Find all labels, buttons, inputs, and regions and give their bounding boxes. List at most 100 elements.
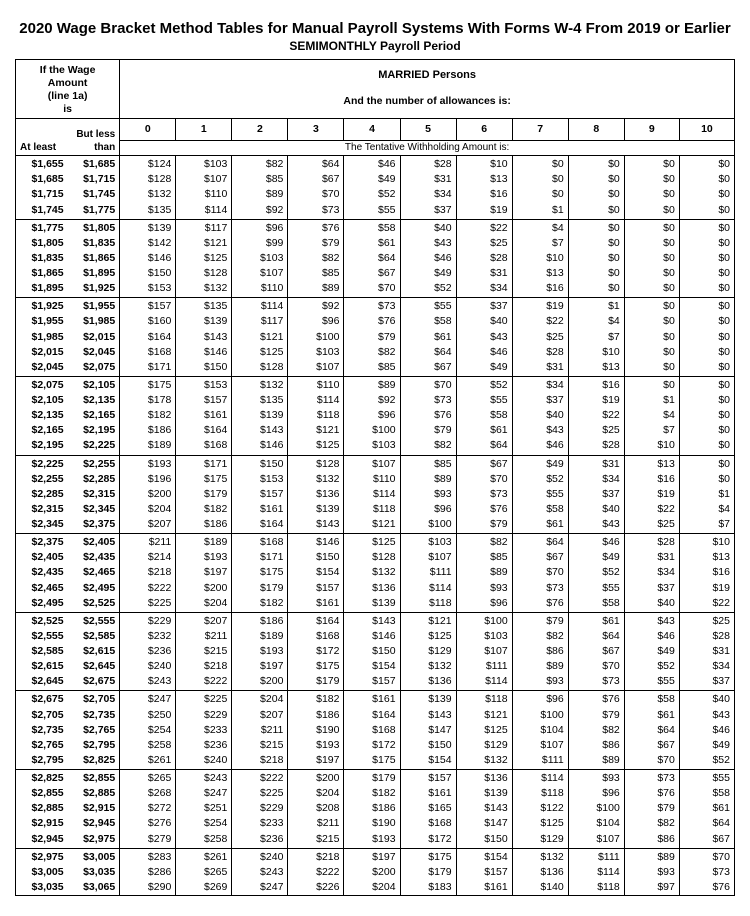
- amount-cell: $182: [232, 596, 288, 613]
- amount-cell: $135: [120, 203, 176, 220]
- amount-cell: $247: [232, 880, 288, 896]
- amount-cell: $0: [679, 314, 734, 329]
- amount-cell: $76: [679, 880, 734, 896]
- amount-cell: $132: [288, 472, 344, 487]
- amount-cell: $129: [400, 644, 456, 659]
- atleast-cell: $2,375: [16, 534, 68, 551]
- allowance-col-1: 1: [176, 118, 232, 140]
- page-title: 2020 Wage Bracket Method Tables for Manu…: [15, 20, 735, 37]
- atleast-cell: $2,075: [16, 376, 68, 393]
- amount-cell: $31: [512, 360, 568, 377]
- amount-cell: $46: [456, 345, 512, 360]
- amount-cell: $25: [512, 330, 568, 345]
- amount-cell: $128: [232, 360, 288, 377]
- amount-cell: $49: [456, 360, 512, 377]
- table-row: $2,465$2,495$222$200$179$157$136$114$93$…: [16, 581, 735, 596]
- amount-cell: $175: [176, 472, 232, 487]
- amount-cell: $117: [176, 219, 232, 236]
- amount-cell: $0: [679, 360, 734, 377]
- amount-cell: $0: [568, 219, 624, 236]
- table-row: $3,035$3,065$290$269$247$226$204$183$161…: [16, 880, 735, 896]
- amount-cell: $73: [288, 203, 344, 220]
- amount-cell: $200: [344, 865, 400, 880]
- table-row: $1,775$1,805$139$117$96$76$58$40$22$4$0$…: [16, 219, 735, 236]
- table-row: $2,615$2,645$240$218$197$175$154$132$111…: [16, 659, 735, 674]
- amount-cell: $58: [624, 691, 679, 708]
- amount-cell: $96: [456, 596, 512, 613]
- allowance-col-0: 0: [120, 118, 176, 140]
- atleast-cell: $2,165: [16, 423, 68, 438]
- amount-cell: $82: [624, 816, 679, 831]
- amount-cell: $25: [568, 423, 624, 438]
- amount-cell: $93: [400, 487, 456, 502]
- amount-cell: $200: [176, 581, 232, 596]
- amount-cell: $136: [456, 770, 512, 787]
- amount-cell: $37: [512, 393, 568, 408]
- amount-cell: $157: [456, 865, 512, 880]
- atleast-cell: $2,825: [16, 770, 68, 787]
- amount-cell: $200: [288, 770, 344, 787]
- amount-cell: $34: [679, 659, 734, 674]
- atleast-cell: $2,705: [16, 708, 68, 723]
- allowance-col-8: 8: [568, 118, 624, 140]
- amount-cell: $0: [624, 314, 679, 329]
- amount-cell: $179: [344, 770, 400, 787]
- table-row: $2,735$2,765$254$233$211$190$168$147$125…: [16, 723, 735, 738]
- amount-cell: $28: [679, 629, 734, 644]
- amount-cell: $25: [679, 612, 734, 629]
- amount-cell: $124: [120, 156, 176, 173]
- amount-cell: $89: [344, 376, 400, 393]
- amount-cell: $86: [624, 832, 679, 849]
- amount-cell: $55: [679, 770, 734, 787]
- amount-cell: $22: [568, 408, 624, 423]
- amount-cell: $265: [120, 770, 176, 787]
- amount-cell: $103: [232, 251, 288, 266]
- amount-cell: $243: [176, 770, 232, 787]
- amount-cell: $34: [400, 187, 456, 202]
- amount-cell: $0: [624, 251, 679, 266]
- amount-cell: $179: [232, 581, 288, 596]
- amount-cell: $154: [456, 848, 512, 865]
- amount-cell: $150: [288, 550, 344, 565]
- atleast-cell: $2,615: [16, 659, 68, 674]
- amount-cell: $4: [568, 314, 624, 329]
- amount-cell: $232: [120, 629, 176, 644]
- amount-cell: $118: [288, 408, 344, 423]
- amount-cell: $175: [120, 376, 176, 393]
- amount-cell: $150: [176, 360, 232, 377]
- table-row: $1,895$1,925$153$132$110$89$70$52$34$16$…: [16, 281, 735, 298]
- amount-cell: $86: [512, 644, 568, 659]
- amount-cell: $73: [512, 581, 568, 596]
- amount-cell: $175: [232, 565, 288, 580]
- table-row: $1,745$1,775$135$114$92$73$55$37$19$1$0$…: [16, 203, 735, 220]
- amount-cell: $114: [288, 393, 344, 408]
- amount-cell: $251: [176, 801, 232, 816]
- amount-cell: $85: [400, 455, 456, 472]
- amount-cell: $0: [624, 203, 679, 220]
- amount-cell: $0: [568, 187, 624, 202]
- atleast-header: At least: [16, 118, 68, 156]
- amount-cell: $225: [176, 691, 232, 708]
- amount-cell: $118: [512, 786, 568, 801]
- amount-cell: $121: [344, 517, 400, 534]
- butless-cell: $1,985: [68, 314, 120, 329]
- amount-cell: $154: [288, 565, 344, 580]
- atleast-cell: $1,805: [16, 236, 68, 251]
- amount-cell: $110: [232, 281, 288, 298]
- amount-cell: $164: [288, 612, 344, 629]
- amount-cell: $37: [568, 487, 624, 502]
- amount-cell: $52: [456, 376, 512, 393]
- amount-cell: $229: [176, 708, 232, 723]
- amount-cell: $200: [120, 487, 176, 502]
- amount-cell: $82: [400, 438, 456, 455]
- butless-header: But lessthan: [68, 118, 120, 156]
- amount-cell: $150: [120, 266, 176, 281]
- butless-cell: $2,135: [68, 393, 120, 408]
- amount-cell: $67: [456, 455, 512, 472]
- amount-cell: $140: [512, 880, 568, 896]
- amount-cell: $168: [120, 345, 176, 360]
- amount-cell: $100: [344, 423, 400, 438]
- amount-cell: $76: [400, 408, 456, 423]
- amount-cell: $61: [456, 423, 512, 438]
- amount-cell: $236: [232, 832, 288, 849]
